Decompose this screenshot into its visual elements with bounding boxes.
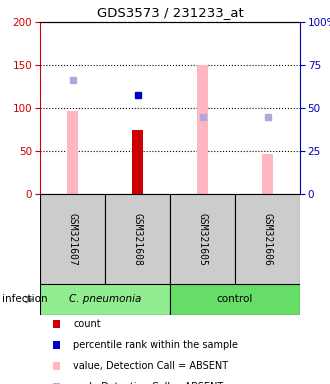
Bar (105, 194, 170, 284)
Text: value, Detection Call = ABSENT: value, Detection Call = ABSENT (73, 361, 228, 371)
Bar (197, 65, 208, 194)
Bar (132, 129, 143, 194)
Text: control: control (217, 295, 253, 305)
Text: percentile rank within the sample: percentile rank within the sample (73, 340, 238, 350)
Text: count: count (73, 319, 101, 329)
Bar (40, 284, 170, 315)
Bar (132, 129, 143, 194)
Title: GDS3573 / 231233_at: GDS3573 / 231233_at (97, 7, 244, 20)
Text: GSM321605: GSM321605 (197, 213, 208, 265)
Text: C. pneumonia: C. pneumonia (69, 295, 141, 305)
Text: infection: infection (2, 295, 47, 305)
Bar (170, 284, 300, 315)
Bar (262, 154, 273, 194)
Text: GSM321606: GSM321606 (262, 213, 273, 265)
Bar (170, 194, 235, 284)
Bar (67, 111, 78, 194)
Text: rank, Detection Call = ABSENT: rank, Detection Call = ABSENT (73, 382, 223, 384)
Text: GSM321608: GSM321608 (133, 213, 143, 265)
Bar (235, 194, 300, 284)
Text: GSM321607: GSM321607 (68, 213, 78, 265)
Bar (40, 194, 105, 284)
